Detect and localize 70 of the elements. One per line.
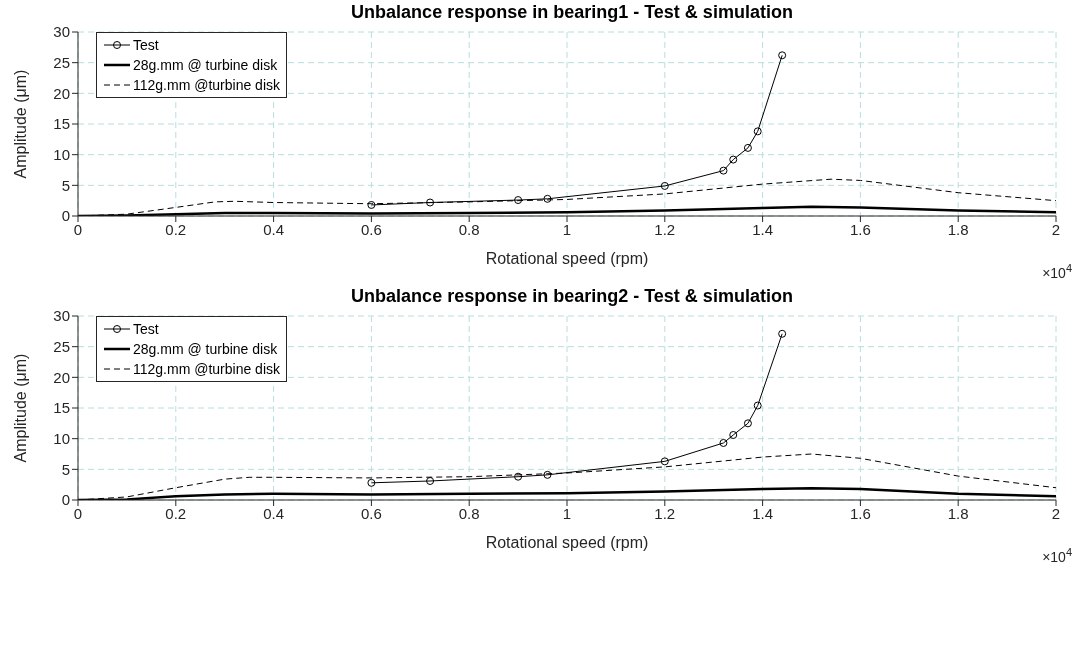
y-tick-label: 10 [53,429,70,447]
point [729,155,738,164]
x-tick-label: 2 [1051,220,1061,238]
x-tick-label: 1.6 [849,220,871,238]
y-tick-label: 0 [61,207,70,225]
x-axis-title: Rotational speed (rpm) [485,250,649,267]
x-tick-label: 1.8 [947,220,969,238]
point [660,457,669,466]
point [719,438,728,447]
y-tick-label: 10 [53,145,70,163]
point [543,470,552,479]
x-tick-label: 1.4 [752,504,774,522]
point [367,478,376,487]
legend-label: 112g.mm @turbine disk [133,76,281,95]
x-tick-label: 1 [562,220,572,238]
x-tick-label: 0.2 [165,220,187,238]
y-tick-label: 20 [53,84,70,102]
y-tick-label: 15 [53,115,70,133]
y-tick-label: 20 [53,368,70,386]
point [778,51,787,60]
point [426,198,435,207]
legend-label: 28g.mm @ turbine disk [133,340,278,359]
x-tick-label: 1 [562,504,572,522]
point [660,181,669,190]
chart-title: Unbalance response in bearing2 - Test & simulation [351,286,793,306]
legend-label: 112g.mm @turbine disk [133,360,281,379]
point [753,127,762,136]
x-tick-label: 0.6 [360,220,382,238]
x-tick-label: 0.4 [263,220,285,238]
y-tick-label: 25 [53,337,70,355]
x-axis-title: Rotational speed (rpm) [485,534,649,551]
y-axis-title: Amplitude (μm) [11,353,29,463]
legend-label: Test [133,36,159,55]
x-tick-label: 0.8 [458,220,480,238]
chart-title: Unbalance response in bearing1 - Test & simulation [351,2,793,22]
x-tick-label: 2 [1051,504,1061,522]
x-tick-label: 1.8 [947,504,969,522]
point [514,472,523,481]
point [719,166,728,175]
point [426,476,435,485]
y-tick-label: 0 [61,491,70,509]
x-tick-label: 0 [73,220,83,238]
y-tick-label: 15 [53,399,70,417]
point [729,430,738,439]
point [514,196,523,205]
point [743,143,752,152]
y-tick-label: 30 [53,307,70,325]
x-tick-label: 1.4 [752,220,774,238]
point [543,194,552,203]
y-tick-label: 25 [53,53,70,71]
point [367,200,376,209]
x-tick-label: 0.6 [360,504,382,522]
x-tick-label: 0.2 [165,504,187,522]
x-tick-label: 0.8 [458,504,480,522]
x-tick-label: 0.4 [263,504,285,522]
x-tick-label: 1.2 [654,220,676,238]
x-tick-label: 1.6 [849,504,871,522]
point [743,419,752,428]
y-tick-label: 5 [61,460,70,478]
legend-label: 28g.mm @ turbine disk [133,56,278,75]
x-tick-label: 1.2 [654,504,676,522]
text: ×10$^{4}$ [1042,546,1072,565]
x-tick-label: 0 [73,504,83,522]
point [778,329,787,338]
point [753,401,762,410]
text: ×10$^{4}$ [1042,262,1072,281]
y-tick-label: 30 [53,23,70,41]
legend-label: Test [133,320,159,339]
y-tick-label: 5 [61,176,70,194]
y-axis-title: Amplitude (μm) [11,69,29,179]
